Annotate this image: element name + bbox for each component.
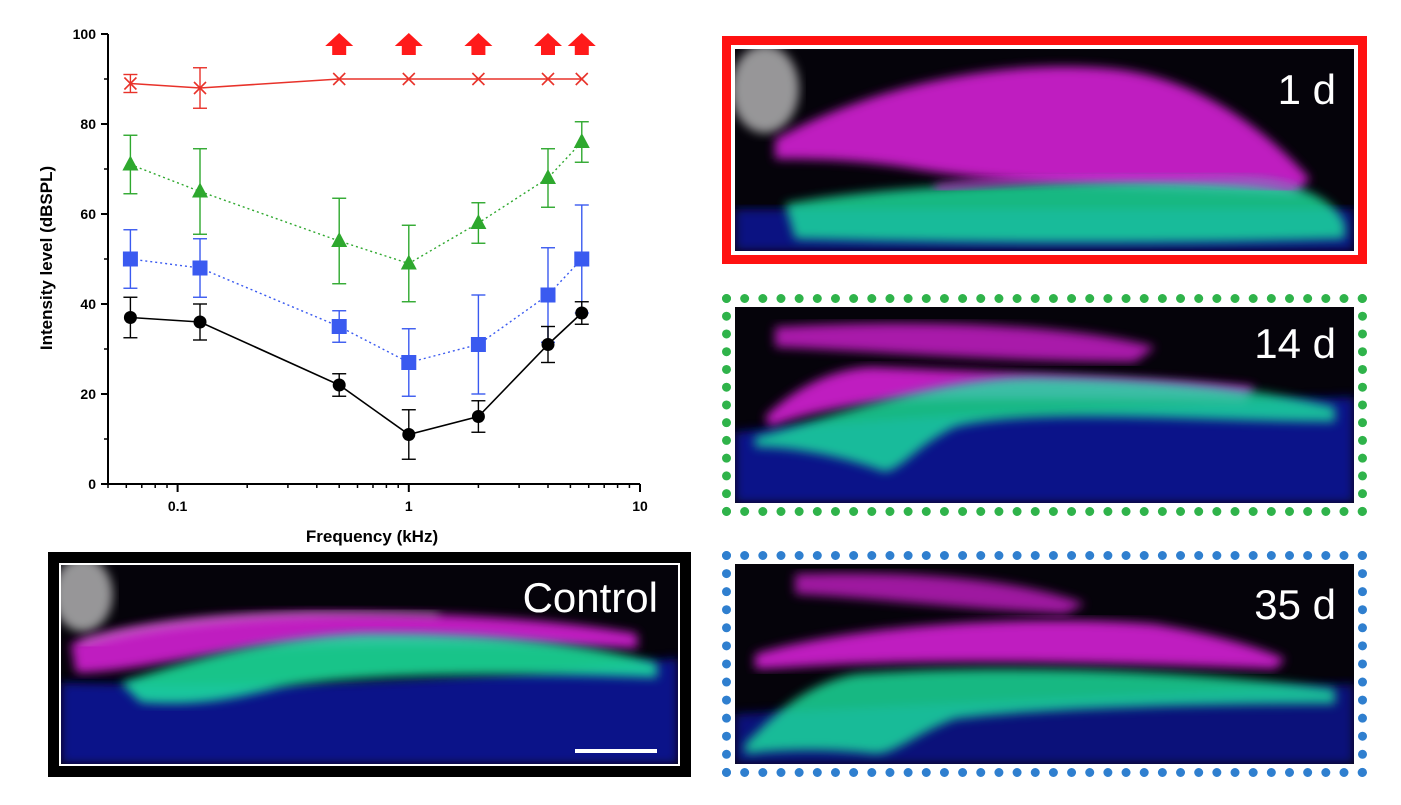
point-blue [401,355,417,370]
series-line-black [130,312,583,436]
point-blue [122,251,138,267]
point-black [471,410,485,423]
chart-axes: 0 20 40 60 80 100 0.1 1 10 [73,26,648,514]
y-tick-label: 100 [73,26,97,42]
point-black [541,338,555,351]
series-black [123,296,589,460]
up-arrow-marker [464,33,493,55]
point-blue [470,337,486,352]
point-green [331,232,348,247]
panel-35d: 35 d [722,551,1367,777]
point-red [193,81,207,95]
panel-35d-frame [722,551,1367,777]
y-tick-label: 80 [80,116,96,132]
up-arrow-marker [533,33,562,55]
panel-14d-micrograph: 14 d [733,305,1356,505]
panel-1d-label: 1 d [1277,66,1336,113]
x-tick-label: 10 [632,498,648,514]
point-black [123,311,137,324]
panel-1d-frame [722,36,1367,264]
y-tick-label: 40 [80,296,96,312]
point-blue [192,260,208,276]
y-axis-title: Intensity level (dBSPL) [37,166,56,350]
point-red [332,72,346,86]
panel-control-label: Control [522,574,658,621]
panel-control-micrograph: Control [59,563,680,766]
point-green [539,169,556,184]
panel-1d-micrograph: 1 d [733,47,1356,253]
point-black [332,378,346,392]
point-black [402,428,416,441]
up-arrow-marker [567,33,596,55]
point-green [573,133,590,148]
point-blue [574,251,590,267]
point-red [402,72,416,86]
point-red [471,72,485,86]
chart-arrow-layer [325,33,596,55]
panel-35d-label: 35 d [1254,581,1336,628]
panel-14d-image [735,323,1354,503]
hearing-threshold-chart: 0 20 40 60 80 100 0.1 1 10 Frequency (kHz) Inten… [37,26,648,546]
up-arrow-marker [394,33,423,55]
point-red [123,76,137,91]
point-black [193,315,207,329]
panel-14d: 14 d [722,294,1367,516]
y-tick-label: 60 [80,206,96,222]
panel-35d-image [735,573,1354,764]
series-line-green [130,141,583,265]
series-red [123,67,589,109]
point-green [470,214,487,229]
panel-14d-frame [722,294,1367,516]
point-green [400,254,417,270]
point-blue [540,287,556,303]
panel-1d: 1 d [722,36,1367,264]
series-blue [122,204,590,397]
series-green [122,121,590,303]
point-red [541,72,555,86]
y-tick-label: 20 [80,386,96,402]
x-tick-label: 0.1 [168,498,188,514]
panel-control-image [61,565,678,764]
up-arrow-marker [325,33,354,55]
panel-control: Control [48,552,691,777]
panel-14d-label: 14 d [1254,320,1336,367]
point-green [122,155,139,171]
point-red [575,72,589,86]
panel-35d-micrograph: 35 d [733,562,1356,766]
chart-series-layer [122,67,590,460]
y-tick-label: 0 [88,476,96,492]
point-blue [331,319,347,334]
x-tick-label: 1 [405,498,413,514]
panel-control-frame [48,552,691,777]
point-black [575,306,589,320]
point-green [192,182,209,198]
x-axis-title: Frequency (kHz) [306,527,438,546]
scale-bar [575,749,657,753]
panel-1d-image [735,49,1354,251]
